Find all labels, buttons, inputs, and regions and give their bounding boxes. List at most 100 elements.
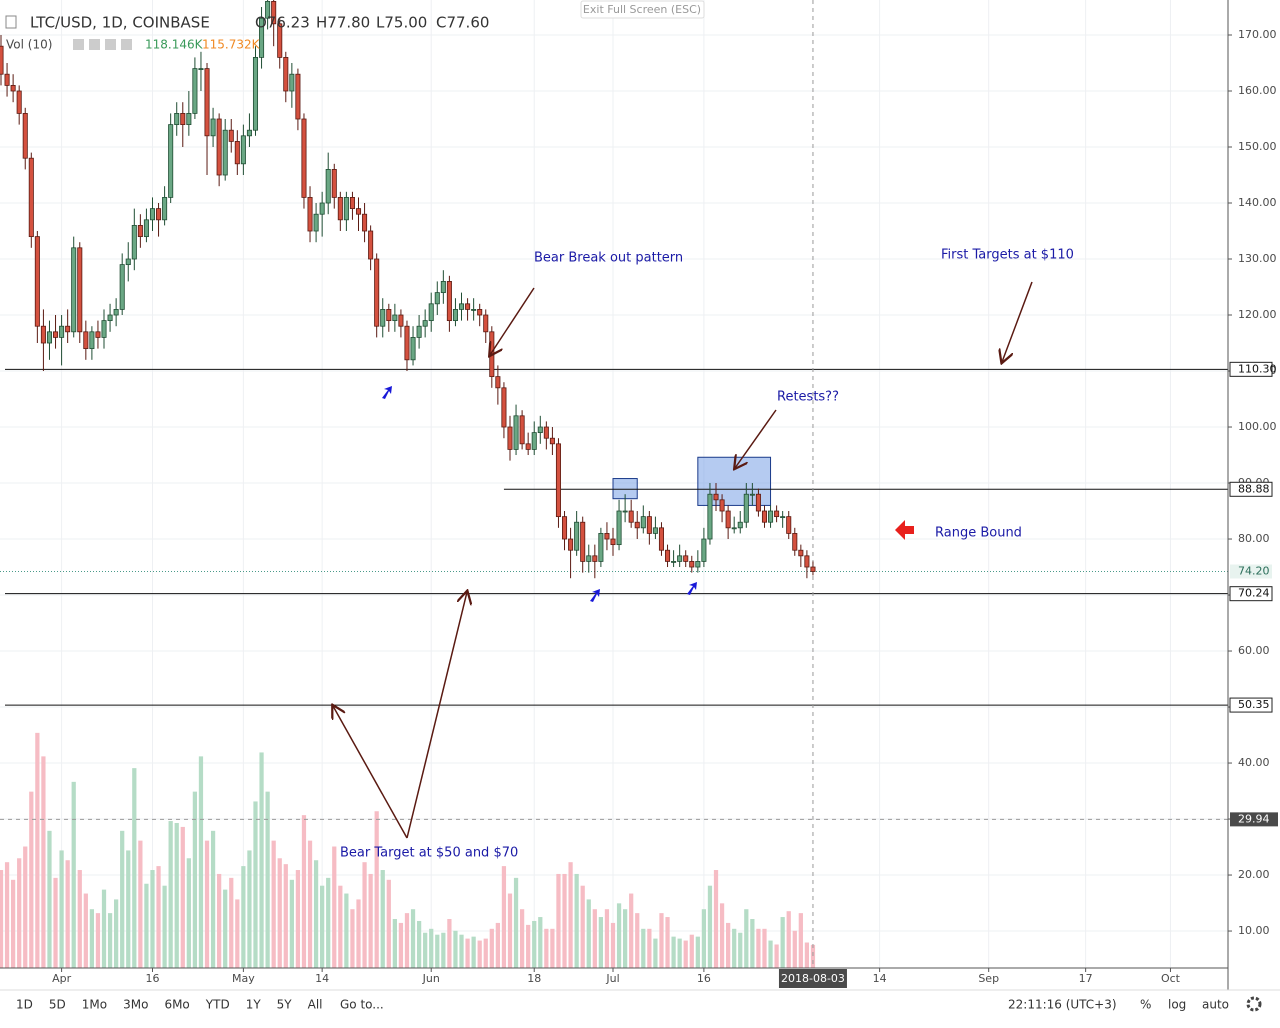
candle-body bbox=[719, 499, 725, 512]
candle-body bbox=[89, 331, 95, 350]
volume-bar bbox=[77, 870, 82, 968]
volume-bar bbox=[344, 893, 349, 968]
range-button[interactable]: 1Y bbox=[246, 998, 262, 1012]
volume-bar bbox=[726, 922, 731, 968]
volume-bar bbox=[447, 919, 452, 968]
candle-body bbox=[380, 309, 386, 327]
candle-body bbox=[228, 129, 234, 142]
blue-markers bbox=[382, 386, 697, 602]
volume-bar bbox=[138, 840, 143, 968]
candle-body bbox=[798, 549, 804, 557]
log-toggle[interactable]: log bbox=[1168, 998, 1186, 1012]
volume-bar bbox=[653, 938, 658, 968]
auto-toggle[interactable]: auto bbox=[1202, 998, 1229, 1012]
candle-body bbox=[343, 197, 349, 221]
candle-body bbox=[574, 521, 580, 551]
volume-bar bbox=[307, 840, 313, 968]
volume-bar bbox=[101, 889, 107, 968]
candle-body bbox=[101, 320, 107, 338]
volume-bar bbox=[95, 913, 101, 968]
volume-bar bbox=[441, 932, 446, 968]
candle-body bbox=[743, 493, 749, 523]
candle-body bbox=[755, 493, 761, 512]
candle-body bbox=[362, 213, 368, 232]
x-tick-label: Jun bbox=[422, 972, 440, 985]
candle-body bbox=[774, 510, 780, 518]
volume-bar bbox=[144, 883, 149, 968]
volume-bar bbox=[756, 928, 761, 968]
range-button[interactable]: 3Mo bbox=[123, 998, 148, 1012]
range-button[interactable]: 5D bbox=[49, 998, 66, 1012]
red-arrow bbox=[895, 520, 914, 540]
candle-body bbox=[307, 197, 313, 232]
x-tick-label: 16 bbox=[145, 972, 159, 985]
x-tick-label: Jul bbox=[605, 972, 619, 985]
volume-bar bbox=[629, 893, 634, 968]
range-button[interactable]: 6Mo bbox=[164, 998, 189, 1012]
ohlc-high: H77.80 bbox=[316, 14, 370, 32]
percent-toggle[interactable]: % bbox=[1140, 998, 1151, 1012]
y-tick-label: 150.00 bbox=[1238, 140, 1277, 153]
volume-bar bbox=[35, 732, 40, 968]
volume-bar bbox=[695, 936, 700, 968]
volume-bar bbox=[780, 917, 785, 968]
volume-bar bbox=[114, 899, 119, 968]
settings-icon[interactable] bbox=[1246, 996, 1262, 1012]
candle-body bbox=[295, 73, 301, 120]
candle-body bbox=[204, 68, 210, 137]
volume-bar bbox=[586, 899, 591, 968]
candle-body bbox=[598, 533, 604, 562]
x-tick-label: 16 bbox=[697, 972, 711, 985]
candle-body bbox=[289, 73, 295, 92]
candle-body bbox=[137, 225, 143, 238]
volume-bar bbox=[259, 752, 264, 968]
volume-bar bbox=[574, 873, 579, 968]
crosshair-date: 2018-08-03 bbox=[781, 972, 845, 985]
goto[interactable]: Go to... bbox=[340, 998, 384, 1012]
volume-bar bbox=[465, 938, 470, 968]
volume-bar bbox=[453, 930, 458, 968]
exit-fullscreen-button[interactable] bbox=[580, 0, 705, 19]
volume-title: Vol (10) bbox=[6, 38, 52, 52]
candle-body bbox=[640, 516, 646, 529]
range-button[interactable]: 1D bbox=[16, 998, 33, 1012]
range-button[interactable]: All bbox=[308, 998, 323, 1012]
volume-icons[interactable] bbox=[73, 39, 132, 50]
candle-body bbox=[410, 337, 416, 361]
volume-bar bbox=[713, 870, 719, 968]
annotation: Bear Target at $50 and $70 bbox=[340, 846, 518, 861]
candle-body bbox=[780, 516, 786, 519]
volume-bar bbox=[398, 922, 404, 968]
annotation: Range Bound bbox=[935, 526, 1022, 541]
x-tick-label: 18 bbox=[527, 972, 541, 985]
volume-bar bbox=[374, 811, 379, 968]
y-tick-label: 140.00 bbox=[1238, 196, 1277, 209]
y-tick-label: 40.00 bbox=[1238, 756, 1270, 769]
level-tag bbox=[1229, 697, 1273, 713]
candle-body bbox=[652, 527, 658, 534]
volume-bar bbox=[235, 899, 240, 968]
range-button[interactable]: YTD bbox=[205, 998, 230, 1012]
y-tick-label: 20.00 bbox=[1238, 868, 1270, 881]
volume-bar bbox=[362, 862, 367, 968]
candle-body bbox=[549, 437, 555, 445]
volume-bar bbox=[241, 866, 246, 968]
volume-bar bbox=[17, 858, 22, 968]
candle-body bbox=[768, 510, 774, 523]
y-tick-label: 100.00 bbox=[1238, 420, 1277, 433]
candle-body bbox=[465, 303, 471, 310]
volume-bar bbox=[265, 791, 270, 968]
collapse-icon[interactable] bbox=[5, 15, 17, 29]
volume-bar bbox=[568, 862, 573, 968]
range-button[interactable]: 1Mo bbox=[82, 998, 107, 1012]
volume-bar bbox=[380, 870, 385, 968]
candle-body bbox=[325, 169, 331, 204]
candle-body bbox=[428, 303, 434, 322]
volume-bar bbox=[604, 909, 610, 968]
y-tick-label: 120.00 bbox=[1238, 308, 1277, 321]
candle-body bbox=[246, 129, 252, 137]
volume-bar bbox=[519, 909, 525, 968]
volume-bar bbox=[677, 938, 682, 968]
range-button[interactable]: 5Y bbox=[277, 998, 293, 1012]
volume-bar bbox=[683, 940, 688, 968]
